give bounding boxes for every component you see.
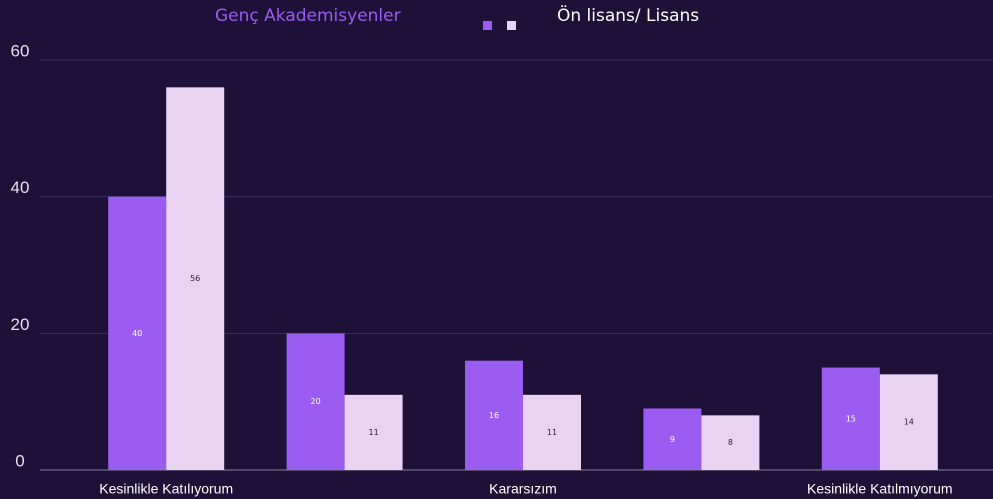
bar — [643, 408, 702, 470]
data-label: 11 — [547, 428, 557, 437]
y-tick-label: 60 — [11, 41, 30, 60]
bar — [108, 196, 167, 470]
data-label: 16 — [489, 411, 499, 420]
y-tick-label: 20 — [11, 315, 30, 334]
x-tick-label: Kesinlikle Katılıyorum — [99, 481, 233, 497]
bar — [286, 333, 345, 470]
bar — [166, 87, 225, 470]
legend-swatch — [483, 21, 492, 30]
legend-label: Ön lisans/ Lisans — [557, 4, 699, 26]
data-label: 8 — [728, 438, 733, 447]
y-tick-label: 0 — [15, 451, 24, 470]
data-label: 20 — [311, 397, 321, 406]
data-label: 56 — [190, 274, 200, 283]
data-label: 14 — [904, 418, 914, 427]
data-label: 40 — [132, 329, 142, 338]
data-label: 9 — [670, 435, 675, 444]
x-tick-label: Kararsızım — [489, 481, 557, 497]
bar — [821, 367, 880, 470]
bar — [701, 415, 760, 470]
bar — [523, 394, 581, 470]
bar — [465, 360, 523, 470]
legend-swatch — [507, 21, 516, 30]
data-label: 15 — [846, 414, 856, 423]
y-tick-label: 40 — [11, 178, 30, 197]
legend-label: Genç Akademisyenler — [215, 6, 401, 26]
x-tick-label: Kesinlikle Katılmıyorum — [807, 481, 953, 497]
bar — [879, 374, 938, 470]
data-label: 11 — [369, 428, 379, 437]
bar — [344, 394, 403, 470]
